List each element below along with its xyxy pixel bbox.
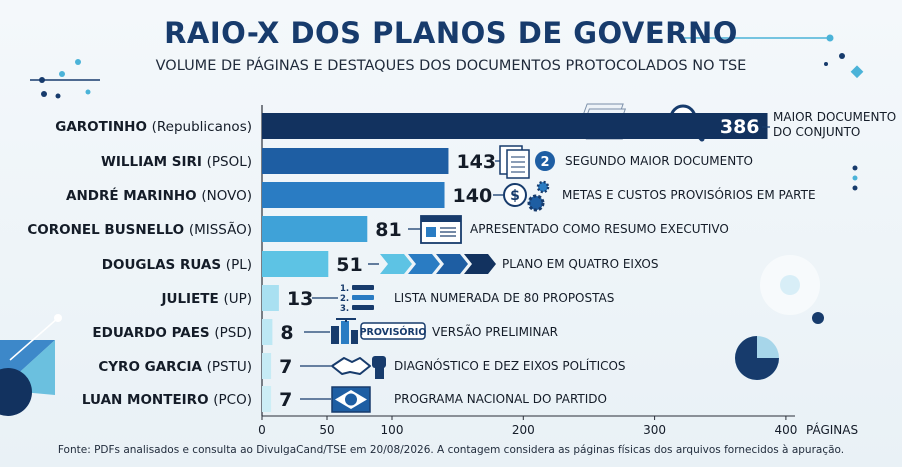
category-party: (PSD) xyxy=(214,325,252,341)
category-label: DOUGLAS RUAS (PL) xyxy=(102,257,252,273)
chart-subtitle: VOLUME DE PÁGINAS E DESTAQUES DOS DOCUME… xyxy=(155,58,747,74)
category-party: (MISSÃO) xyxy=(189,221,252,238)
documents-number-2-icon: 2 xyxy=(499,145,555,179)
construction-city-icon: PROVISÓRIO xyxy=(331,318,427,344)
value-label: 140 xyxy=(453,185,493,207)
category-label: EDUARDO PAES (PSD) xyxy=(92,325,252,341)
category-label: CYRO GARCIA (PSTU) xyxy=(98,359,252,375)
annotation-label: LISTA NUMERADA DE 80 PROPOSTAS xyxy=(394,291,614,305)
list-number: 3. xyxy=(340,304,349,314)
annotation-label: VERSÃO PRELIMINAR xyxy=(432,324,558,339)
annotation-label: PLANO EM QUATRO EIXOS xyxy=(502,257,658,271)
value-label: 81 xyxy=(375,219,401,241)
x-tick-label: 400 xyxy=(774,423,797,437)
annotation-label: APRESENTADO COMO RESUMO EXECUTIVO xyxy=(470,222,729,236)
category-party: (PSOL) xyxy=(207,154,252,170)
value-label: 8 xyxy=(280,322,293,344)
annotation-label: SEGUNDO MAIOR DOCUMENTO xyxy=(565,154,753,168)
provisorio-badge: PROVISÓRIO xyxy=(360,326,427,338)
brazil-flag-icon xyxy=(331,386,371,413)
bar xyxy=(262,285,279,311)
category-name: DOUGLAS RUAS xyxy=(102,257,226,273)
category-name: EDUARDO PAES xyxy=(92,325,214,341)
category-name: WILLIAM SIRI xyxy=(101,154,207,170)
dollar-gears-icon: $ xyxy=(503,180,550,212)
category-label: JULIETE (UP) xyxy=(160,291,252,307)
category-name: LUAN MONTEIRO xyxy=(82,392,213,408)
category-label: ANDRÉ MARINHO (NOVO) xyxy=(66,187,252,204)
bar xyxy=(262,386,272,412)
bar xyxy=(262,182,445,208)
number-badge: 2 xyxy=(540,155,549,170)
category-name: CYRO GARCIA xyxy=(98,359,206,375)
category-party: (PSTU) xyxy=(207,359,252,375)
category-label: LUAN MONTEIRO (PCO) xyxy=(82,392,252,408)
x-tick-label: 100 xyxy=(381,423,404,437)
list-number: 2. xyxy=(340,294,349,304)
handshake-fist-icon xyxy=(331,356,386,379)
four-arrows-icon xyxy=(380,254,496,274)
bar xyxy=(262,251,329,277)
bar xyxy=(262,353,272,379)
category-name: CORONEL BUSNELLO xyxy=(27,222,188,238)
category-party: (UP) xyxy=(223,291,252,307)
value-label: 386 xyxy=(720,116,760,138)
category-label: GAROTINHO (Republicanos) xyxy=(55,119,252,135)
value-label: 7 xyxy=(279,356,292,378)
category-party: (NOVO) xyxy=(201,188,252,204)
category-name: JULIETE xyxy=(160,291,223,307)
x-tick-label: 300 xyxy=(643,423,666,437)
bar xyxy=(262,216,368,242)
annotation-label: MAIOR DOCUMENTO DO CONJUNTO xyxy=(773,110,896,139)
annotation-label: DIAGNÓSTICO E DEZ EIXOS POLÍTICOS xyxy=(394,358,626,373)
category-label: CORONEL BUSNELLO (MISSÃO) xyxy=(27,221,252,238)
value-label: 143 xyxy=(456,151,496,173)
annotation-label: PROGRAMA NACIONAL DO PARTIDO xyxy=(394,392,607,406)
value-label: 7 xyxy=(279,389,292,411)
category-party: (PCO) xyxy=(213,392,252,408)
svg-text:$: $ xyxy=(510,188,520,204)
numbered-list-icon: 1.2.3. xyxy=(340,284,374,314)
x-tick-label: 0 xyxy=(258,423,266,437)
bar xyxy=(262,319,273,345)
category-name: GAROTINHO xyxy=(55,119,151,135)
value-label: 51 xyxy=(336,254,362,276)
value-label: 13 xyxy=(287,288,313,310)
annotation-label: METAS E CUSTOS PROVISÓRIOS EM PARTE xyxy=(562,187,816,202)
category-name: ANDRÉ MARINHO xyxy=(66,187,201,204)
x-tick-label: 200 xyxy=(512,423,535,437)
window-document-icon xyxy=(420,215,462,244)
chart-title: RAIO-X DOS PLANOS DE GOVERNO xyxy=(164,16,738,50)
list-number: 1. xyxy=(340,284,349,294)
bar xyxy=(262,113,768,139)
category-party: (Republicanos) xyxy=(152,119,252,135)
x-tick-label: 50 xyxy=(319,423,334,437)
source-note: Fonte: PDFs analisados e consulta ao Div… xyxy=(57,444,845,456)
bar xyxy=(262,148,449,174)
category-party: (PL) xyxy=(226,257,252,273)
x-axis-label: PÁGINAS xyxy=(806,422,858,437)
category-label: WILLIAM SIRI (PSOL) xyxy=(101,154,252,170)
